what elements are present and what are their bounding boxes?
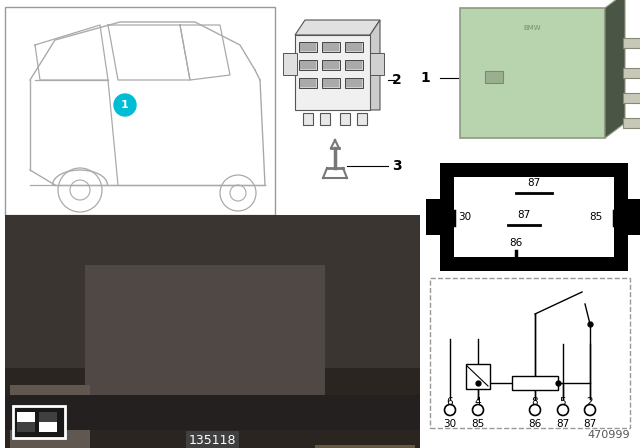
Text: 135118: 135118 xyxy=(188,434,236,447)
Bar xyxy=(322,60,340,70)
Bar xyxy=(623,38,640,48)
Bar xyxy=(299,78,317,88)
Text: 87: 87 xyxy=(517,210,531,220)
Text: 30: 30 xyxy=(444,419,456,429)
Bar xyxy=(346,61,362,69)
Text: 4: 4 xyxy=(475,397,481,407)
Text: 87: 87 xyxy=(556,419,570,429)
Bar xyxy=(623,93,640,103)
Bar xyxy=(430,278,630,428)
Bar xyxy=(623,68,640,78)
Bar xyxy=(5,7,275,215)
Bar xyxy=(85,265,325,395)
Text: 85: 85 xyxy=(589,212,602,222)
Bar xyxy=(13,406,65,438)
Bar xyxy=(626,199,640,235)
Bar xyxy=(426,199,442,235)
Text: 30: 30 xyxy=(458,212,472,222)
Bar xyxy=(346,79,362,87)
Bar xyxy=(340,113,350,125)
Bar xyxy=(440,163,628,271)
Bar xyxy=(303,113,313,125)
Bar xyxy=(300,43,316,51)
Bar xyxy=(320,113,330,125)
Text: 6: 6 xyxy=(447,397,453,407)
Bar xyxy=(5,395,420,430)
Bar xyxy=(454,177,614,257)
Polygon shape xyxy=(295,20,380,35)
Text: 86: 86 xyxy=(509,238,523,248)
Text: 1: 1 xyxy=(420,71,430,85)
Bar xyxy=(323,43,339,51)
Polygon shape xyxy=(605,0,625,138)
Text: 2: 2 xyxy=(392,73,402,87)
Text: 8: 8 xyxy=(532,397,538,407)
Bar xyxy=(299,42,317,52)
Bar xyxy=(17,412,35,422)
Bar xyxy=(323,79,339,87)
Text: 5: 5 xyxy=(560,397,566,407)
Bar xyxy=(512,376,558,390)
Bar xyxy=(5,368,420,448)
Bar xyxy=(39,412,57,422)
Bar xyxy=(17,412,35,432)
Bar xyxy=(10,385,90,448)
Bar xyxy=(300,61,316,69)
Bar xyxy=(323,61,339,69)
Bar xyxy=(322,42,340,52)
Text: 470999: 470999 xyxy=(588,430,630,440)
Text: 85: 85 xyxy=(472,419,484,429)
Bar xyxy=(357,113,367,125)
Text: BMW: BMW xyxy=(523,25,541,31)
Bar xyxy=(315,445,415,448)
Bar xyxy=(39,412,57,432)
Bar xyxy=(300,79,316,87)
Text: 3: 3 xyxy=(392,159,402,173)
Bar xyxy=(345,60,363,70)
Bar xyxy=(299,60,317,70)
Bar xyxy=(345,42,363,52)
FancyBboxPatch shape xyxy=(460,8,605,138)
Polygon shape xyxy=(370,20,380,110)
Text: 1: 1 xyxy=(121,100,129,110)
Bar xyxy=(295,35,370,110)
Text: 87: 87 xyxy=(584,419,596,429)
Text: 86: 86 xyxy=(529,419,541,429)
Bar xyxy=(485,71,503,83)
Bar xyxy=(370,53,384,75)
Bar xyxy=(466,364,490,389)
Bar xyxy=(5,215,420,448)
Text: 87: 87 xyxy=(527,178,541,188)
Bar xyxy=(345,78,363,88)
Bar xyxy=(322,78,340,88)
Bar xyxy=(346,43,362,51)
Text: 2: 2 xyxy=(587,397,593,407)
Bar xyxy=(283,53,297,75)
Bar xyxy=(623,118,640,128)
Circle shape xyxy=(114,94,136,116)
